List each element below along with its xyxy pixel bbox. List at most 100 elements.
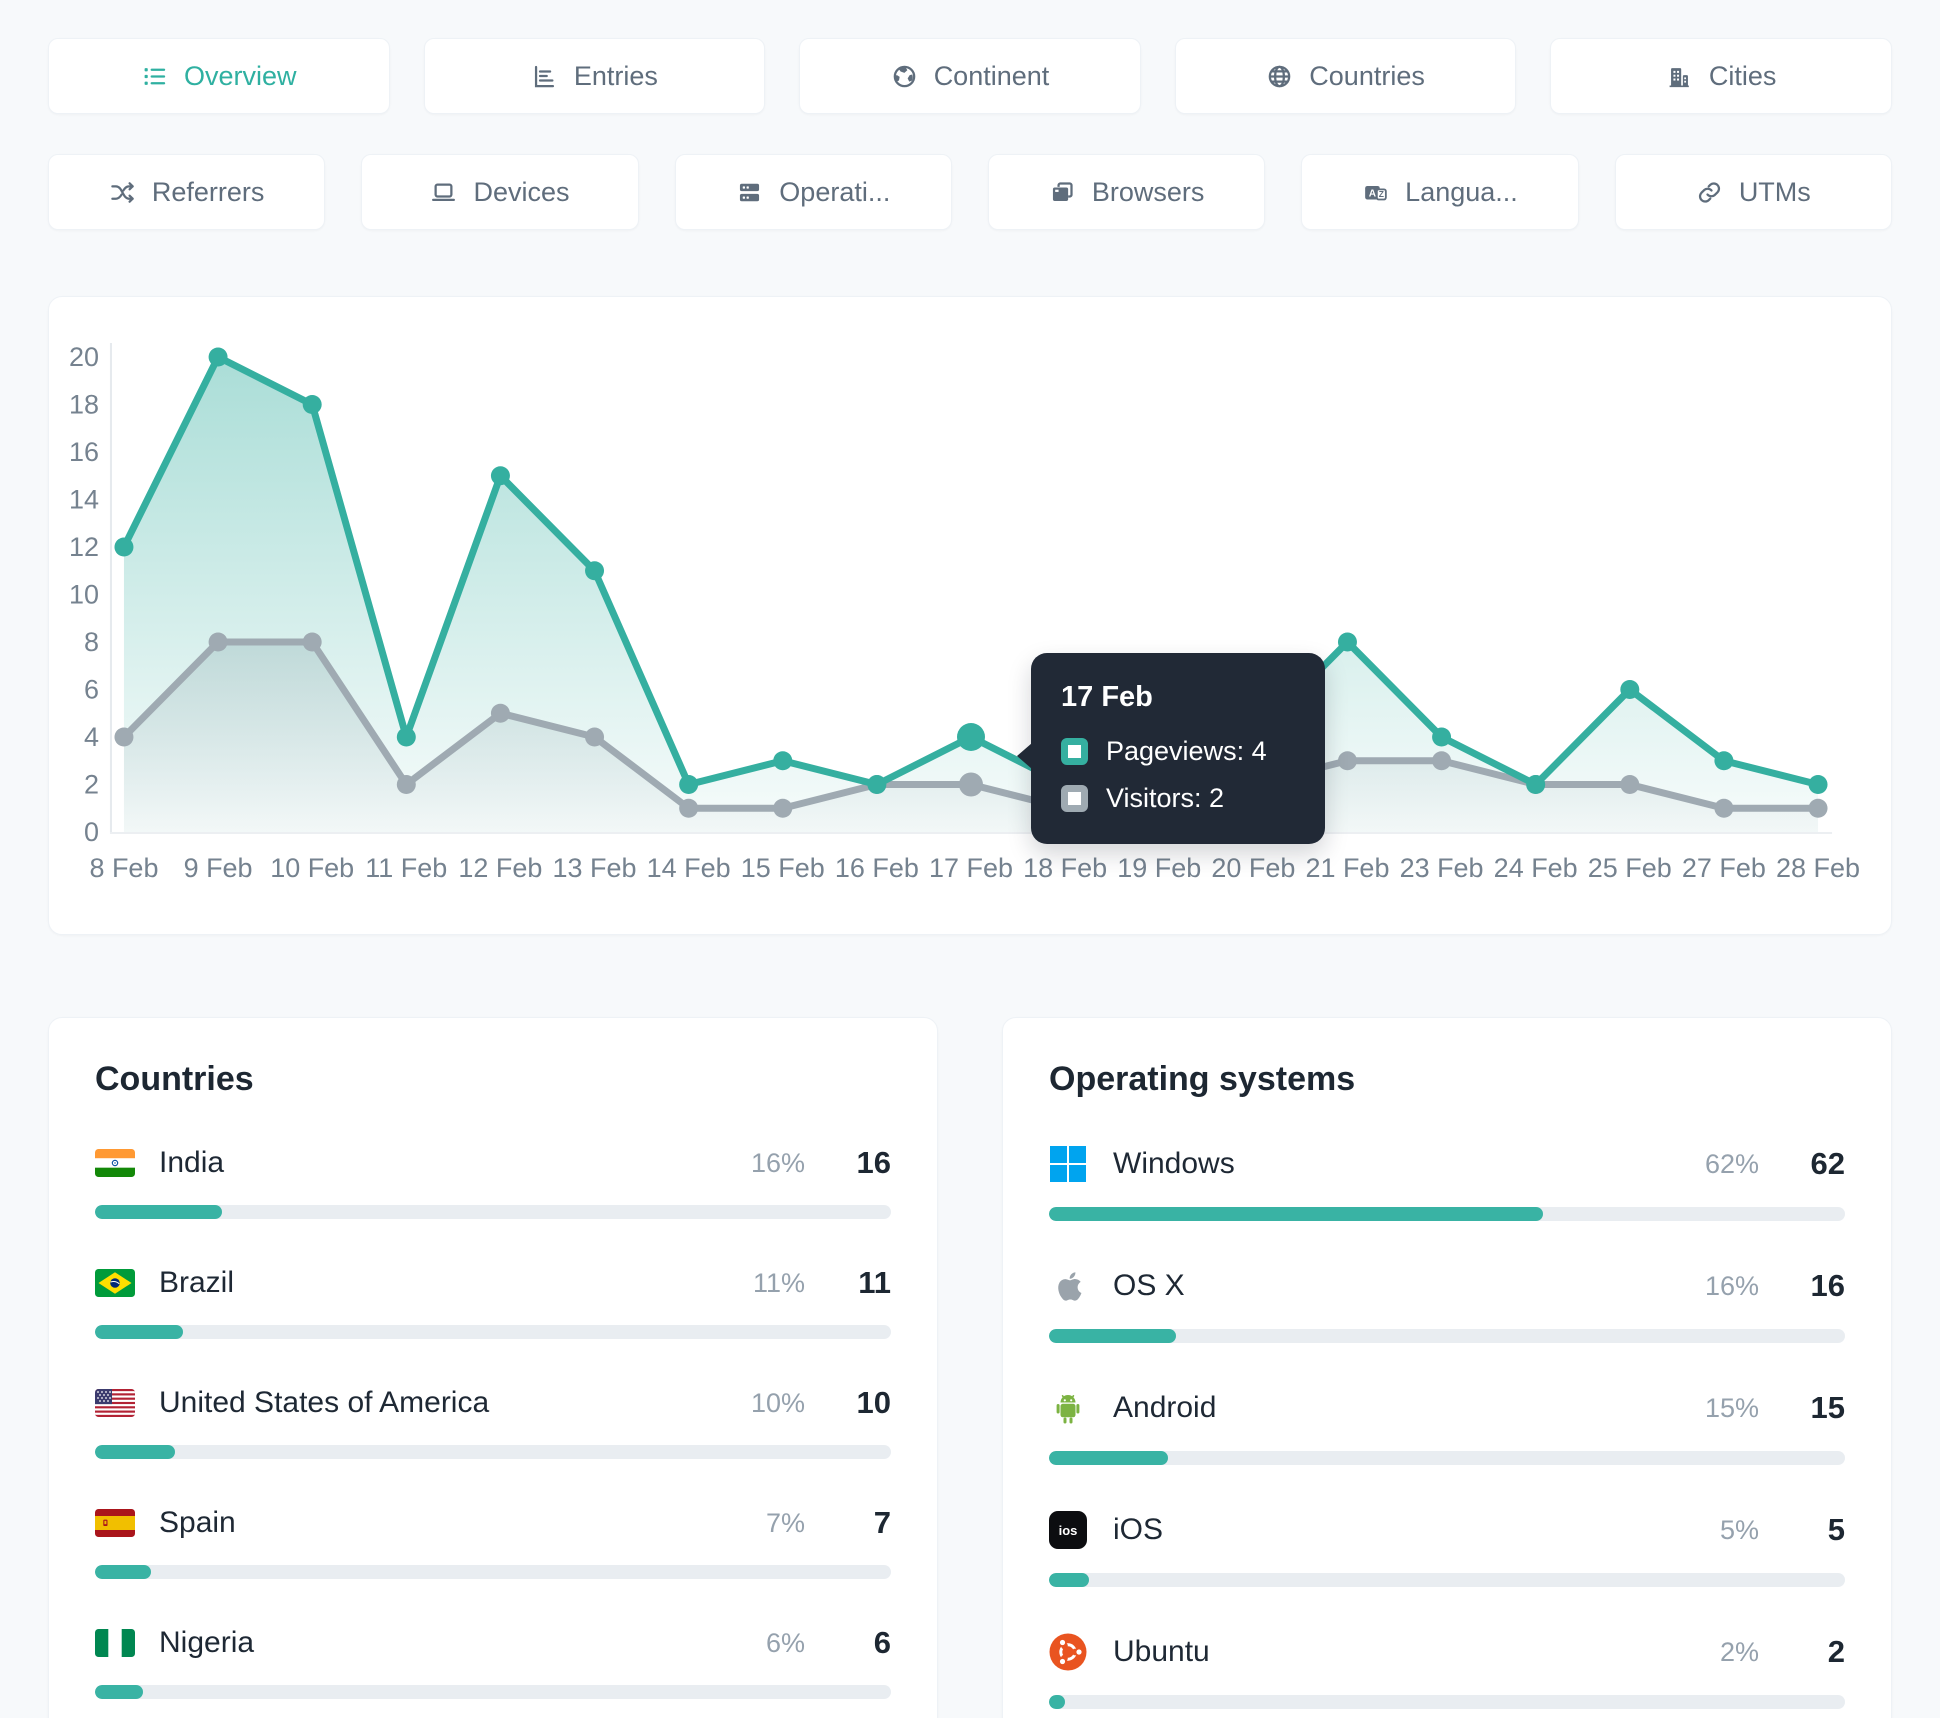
tab-langua[interactable]: A Z Langua...: [1301, 154, 1579, 230]
list-item-ubuntu[interactable]: Ubuntu 2% 2: [1049, 1633, 1845, 1709]
list-icon: [141, 63, 168, 90]
list-item-windows[interactable]: Windows 62% 62: [1049, 1145, 1845, 1221]
chart-point[interactable]: [585, 727, 605, 747]
ios-logo-icon: ios: [1049, 1511, 1091, 1549]
x-axis-tick: 25 Feb: [1588, 853, 1672, 883]
tab-entries[interactable]: Entries: [423, 38, 766, 114]
chart-point[interactable]: [1337, 632, 1357, 652]
active-chart-point[interactable]: [957, 723, 985, 751]
tooltip-metric: Visitors: 2: [1106, 783, 1225, 813]
progress-bar: [1049, 1207, 1845, 1221]
chart-point[interactable]: [773, 751, 793, 771]
item-value: 11: [858, 1265, 891, 1300]
chart-point[interactable]: [208, 632, 228, 652]
windows-logo-icon: [1049, 1145, 1091, 1183]
tab-label: Continent: [933, 60, 1050, 91]
chart-point[interactable]: [114, 537, 134, 557]
chart-point[interactable]: [585, 561, 605, 581]
tab-overview[interactable]: Overview: [48, 38, 390, 114]
svg-text:Z: Z: [1379, 189, 1384, 199]
list-item-os-x[interactable]: OS X 16% 16: [1049, 1267, 1845, 1343]
item-value: 7: [873, 1505, 891, 1540]
chart-point[interactable]: [1432, 751, 1452, 771]
chart-point[interactable]: [679, 798, 699, 818]
tab-utms[interactable]: UTMs: [1614, 154, 1892, 230]
list-item-ios[interactable]: ios iOS 5% 5: [1049, 1511, 1845, 1587]
chart-point[interactable]: [302, 632, 322, 652]
tab-label: Cities: [1708, 60, 1777, 91]
x-axis-tick: 20 Feb: [1211, 853, 1295, 883]
tooltip-row: Visitors: 2: [1061, 783, 1295, 814]
secondary-tabs: Referrers Devices Operati... Browsers A Z Lang…: [48, 154, 1892, 230]
tab-continent[interactable]: Continent: [799, 38, 1141, 114]
tab-label: UTMs: [1738, 176, 1811, 207]
chart-point[interactable]: [1714, 798, 1734, 818]
progress-bar-fill: [1049, 1207, 1543, 1221]
item-value: 15: [1810, 1390, 1845, 1425]
x-axis-tick: 19 Feb: [1117, 853, 1201, 883]
y-axis-tick: 18: [69, 389, 99, 419]
list-item-nigeria[interactable]: Nigeria 6% 6: [95, 1625, 891, 1699]
chart-point[interactable]: [1432, 727, 1452, 747]
tab-operati[interactable]: Operati...: [674, 154, 952, 230]
item-name: iOS: [1113, 1513, 1164, 1546]
active-chart-point[interactable]: [959, 772, 983, 797]
item-name: India: [159, 1146, 225, 1179]
bar-chart-icon: [531, 63, 558, 90]
item-percent: 2%: [1719, 1636, 1759, 1667]
tab-devices[interactable]: Devices: [361, 154, 639, 230]
traffic-chart-card: 0 2 4 6 8 10 12 14 16 18 20 8 Feb 9 Feb 10 Feb 11 Feb 1…: [48, 296, 1892, 935]
chart-canvas[interactable]: 0 2 4 6 8 10 12 14 16 18 20 8 Feb 9 Feb 10 Feb 11 Feb 1…: [49, 297, 1891, 934]
chart-point[interactable]: [396, 775, 416, 794]
chart-point[interactable]: [1808, 775, 1828, 794]
y-axis-tick: 20: [69, 342, 99, 372]
item-percent: 11%: [752, 1267, 805, 1298]
tooltip-row: Pageviews: 4: [1061, 736, 1295, 767]
chart-point[interactable]: [773, 798, 793, 818]
chart-point[interactable]: [679, 775, 699, 794]
item-name: Nigeria: [159, 1626, 255, 1659]
x-axis-tick: 15 Feb: [741, 853, 825, 883]
list-item-united-states-of-america[interactable]: United States of America 10% 10: [95, 1385, 891, 1459]
chart-point[interactable]: [302, 395, 322, 414]
chart-point[interactable]: [114, 727, 134, 747]
chart-point[interactable]: [490, 703, 510, 723]
chart-point[interactable]: [1808, 798, 1828, 818]
x-axis-tick: 28 Feb: [1776, 853, 1860, 883]
chart-point[interactable]: [867, 775, 887, 794]
progress-bar: [95, 1205, 891, 1219]
y-axis-tick: 8: [84, 627, 99, 657]
list-item-brazil[interactable]: Brazil 11% 11: [95, 1265, 891, 1339]
tab-referrers[interactable]: Referrers: [48, 154, 326, 230]
series-swatch-icon: [1061, 738, 1088, 765]
list-item-spain[interactable]: Spain 7% 7: [95, 1505, 891, 1579]
chart-point[interactable]: [208, 347, 228, 367]
chart-point[interactable]: [490, 466, 510, 486]
item-value: 5: [1827, 1512, 1845, 1547]
x-axis-tick: 16 Feb: [835, 853, 919, 883]
progress-bar: [1049, 1695, 1845, 1709]
x-axis-tick: 27 Feb: [1682, 853, 1766, 883]
chart-point[interactable]: [1620, 775, 1640, 794]
tab-label: Entries: [573, 60, 658, 91]
chart-point[interactable]: [1337, 751, 1357, 771]
shuffle-icon: [109, 179, 136, 206]
item-percent: 7%: [765, 1507, 805, 1538]
chart-point[interactable]: [1620, 680, 1640, 699]
progress-bar-fill: [1049, 1329, 1177, 1343]
os-panel: Operating systems Windows 62% 62 OS X 16% 16 A…: [1002, 1017, 1892, 1718]
x-axis-tick: 17 Feb: [929, 853, 1013, 883]
x-axis-tick: 23 Feb: [1400, 853, 1484, 883]
chart-point[interactable]: [1714, 751, 1734, 771]
tab-browsers[interactable]: Browsers: [987, 154, 1266, 230]
chart-point[interactable]: [1526, 775, 1546, 794]
tab-countries[interactable]: Countries: [1174, 38, 1517, 114]
chart-point[interactable]: [396, 727, 416, 747]
tab-label: Operati...: [779, 176, 891, 207]
list-item-android[interactable]: Android 15% 15: [1049, 1389, 1845, 1465]
list-item-india[interactable]: India 16% 16: [95, 1145, 891, 1219]
pageviews-visitors-chart[interactable]: 0 2 4 6 8 10 12 14 16 18 20 8 Feb 9 Feb 10 Feb 11 Feb 1…: [49, 297, 1891, 934]
item-percent: 10%: [750, 1387, 805, 1418]
tab-cities[interactable]: Cities: [1550, 38, 1892, 114]
